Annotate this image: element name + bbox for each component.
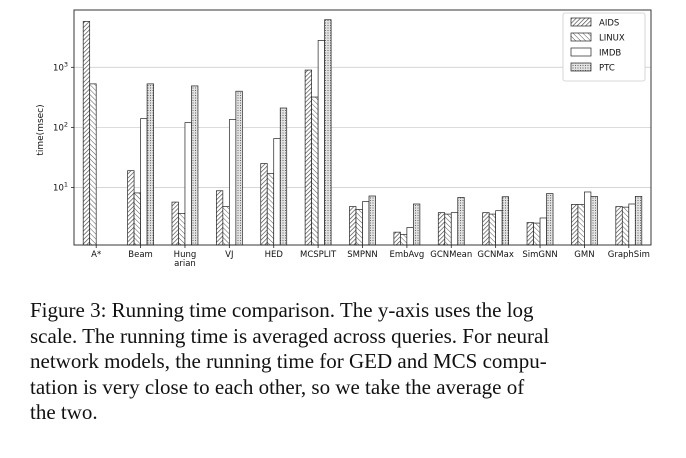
x-tick-label: arian [174,259,196,269]
legend-swatch [570,32,592,42]
bar [215,190,224,246]
bar [178,213,186,246]
bar [184,122,192,246]
legend-label: AIDS [599,19,619,29]
bar [393,231,401,246]
bar [191,85,199,246]
grid-lines [74,66,651,188]
bar [324,19,332,246]
bar [127,170,135,246]
running-time-chart: 101 102 103 A* Beam Hung arian VJ HED MCSPLIT SMPN… [36,9,652,269]
bar [266,173,275,246]
y-tick-label: 101 [53,180,68,193]
bar [526,222,534,246]
bar [311,96,319,246]
bar [406,227,414,246]
bar [317,40,325,246]
bar [89,83,97,246]
x-tick-label: Beam [128,250,153,260]
bar [615,206,623,246]
legend: AIDS LINUX IMDB PTC [562,12,646,82]
bar [444,213,452,246]
x-tick-label: A* [91,250,101,260]
y-axis-label: time(msec) [36,104,46,155]
x-tick-label: SimGNN [522,250,557,260]
bar [368,195,376,246]
bar [546,193,554,246]
bar [222,206,230,246]
x-tick-label: SMPNN [347,250,378,260]
bar [349,206,357,246]
bar [501,196,510,246]
caption-line: scale. The running time is averaged acro… [30,323,550,348]
bar [133,192,141,246]
bar [450,212,459,246]
bar [413,203,421,246]
x-tick-label: GCNMean [430,250,472,260]
bar [634,196,643,246]
figure-caption: Figure 3: Running time comparison. The y… [30,298,666,426]
bar [577,204,585,246]
bar [488,213,497,246]
x-tick-label: Hung [174,250,197,260]
legend-label: IMDB [599,49,621,59]
bar [171,201,179,246]
bar [437,212,446,246]
legend-label: PTC [599,64,615,74]
x-tick-label: GMN [574,250,594,260]
bar [273,138,281,246]
bar [539,217,547,246]
bar [533,222,541,246]
legend-swatch [570,47,592,57]
caption-line: the two. [30,400,98,424]
x-tick-label: GraphSim [608,250,650,260]
legend-swatch [570,62,592,72]
bar [362,201,370,246]
bar [82,21,91,246]
x-tick-label: VJ [225,250,233,260]
x-tick-label: HED [265,250,284,260]
bar [140,118,148,246]
caption-line: network models, the running time for GED… [30,349,547,373]
x-tick-label: EmbAvg [389,250,424,260]
bar [304,69,312,246]
legend-label: LINUX [599,34,625,44]
x-tick-label: MCSPLIT [300,250,337,260]
bar [628,203,636,246]
bar [228,119,237,246]
y-tick-label: 103 [53,60,68,73]
caption-line: tation is very close to each other, so w… [30,374,525,399]
bar [355,209,363,246]
bar [571,204,579,246]
bar [482,212,490,246]
legend-swatch [570,17,592,27]
axes [71,9,652,248]
bar [279,107,288,246]
bar [400,234,408,246]
bar [621,206,630,246]
y-tick-label: 102 [53,120,68,133]
bar [584,191,592,246]
bar [590,196,598,246]
bar [457,197,465,246]
caption-line: Figure 3: Running time comparison. The y… [30,298,534,322]
bar [495,210,503,246]
bar [146,83,154,246]
bar [235,90,243,246]
bar [260,163,268,246]
x-tick-label: GCNMax [477,250,513,260]
bars [82,19,643,246]
